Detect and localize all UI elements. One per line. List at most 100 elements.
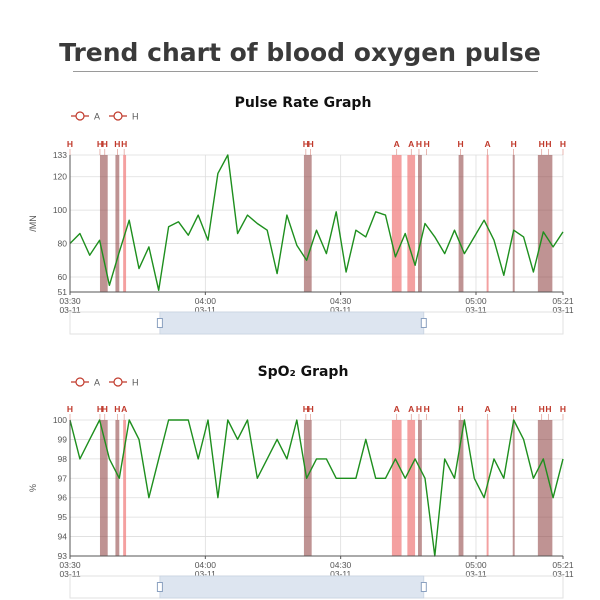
event-marker-h: H (97, 404, 103, 414)
event-marker-h: H (416, 404, 422, 414)
legend-item-h[interactable]: H (109, 111, 139, 122)
x-tick-date: 03-11 (465, 305, 486, 315)
legend-label: A (94, 112, 100, 122)
event-band-h (458, 420, 464, 556)
event-band-h (115, 155, 120, 292)
event-marker-a: A (485, 404, 491, 414)
event-marker-h: H (560, 404, 566, 414)
event-marker-h: H (545, 139, 551, 149)
event-marker-h: H (67, 404, 73, 414)
event-marker-h: H (97, 139, 103, 149)
x-tick-time: 04:00 (195, 560, 217, 570)
event-marker-h: H (303, 404, 309, 414)
y-axis-label: /MN (28, 215, 38, 232)
y-tick-label: 60 (58, 272, 68, 282)
event-band-h (115, 420, 120, 556)
x-tick-date: 03-11 (552, 569, 573, 579)
legend-marker (75, 111, 85, 121)
x-tick-time: 04:30 (330, 296, 352, 306)
y-tick-label: 51 (58, 287, 68, 297)
y-tick-label: 97 (58, 473, 68, 483)
page-title: Trend chart of blood oxygen pulse (59, 38, 541, 67)
event-marker-h: H (539, 139, 545, 149)
x-tick-time: 04:00 (195, 296, 217, 306)
event-marker-h: H (545, 404, 551, 414)
event-marker-h: H (121, 139, 127, 149)
zoom-slider-handle-right[interactable] (420, 318, 427, 328)
y-tick-label: 80 (58, 239, 68, 249)
event-band-a (123, 420, 127, 556)
event-band-h (99, 155, 108, 292)
legend-label: H (132, 378, 139, 388)
legend-label: A (94, 378, 100, 388)
event-band-h (303, 420, 312, 556)
event-band-a (486, 420, 489, 556)
x-tick-date: 03-11 (330, 305, 351, 315)
x-tick-date: 03-11 (195, 569, 216, 579)
event-marker-h: H (539, 404, 545, 414)
event-marker-h: H (560, 139, 566, 149)
x-tick-time: 03:30 (59, 560, 81, 570)
legend-marker (75, 377, 85, 387)
legend-item-a[interactable]: A (71, 377, 100, 388)
event-band-h (512, 155, 515, 292)
x-tick-date: 03-11 (552, 305, 573, 315)
series-line (69, 419, 564, 557)
event-marker-h: H (457, 139, 463, 149)
y-tick-label: 93 (58, 551, 68, 561)
event-marker-a: A (408, 139, 414, 149)
event-band-h (99, 420, 108, 556)
y-axis-label: % (28, 484, 38, 492)
zoom-slider-handle-left[interactable] (156, 582, 163, 592)
event-band-h (303, 155, 312, 292)
zoom-slider-window[interactable] (159, 311, 425, 335)
event-band-h (458, 155, 464, 292)
event-marker-h: H (308, 404, 314, 414)
event-band-h (418, 155, 422, 292)
y-tick-label: 133 (53, 150, 67, 160)
event-marker-h: H (457, 404, 463, 414)
legend-item-a[interactable]: A (71, 111, 100, 122)
x-tick-time: 03:30 (59, 296, 81, 306)
legend-marker (113, 377, 123, 387)
x-tick-date: 03-11 (465, 569, 486, 579)
event-marker-h: H (114, 404, 120, 414)
event-band-h (537, 420, 553, 556)
zoom-slider-handle-left[interactable] (156, 318, 163, 328)
event-marker-h: H (303, 139, 309, 149)
y-tick-label: 94 (58, 532, 68, 542)
event-marker-h: H (416, 139, 422, 149)
x-tick-time: 05:21 (552, 296, 574, 306)
event-band-a (391, 155, 402, 292)
event-marker-h: H (102, 404, 108, 414)
event-band-a (123, 155, 127, 292)
event-band-h (418, 420, 422, 556)
x-tick-time: 04:30 (330, 560, 352, 570)
x-tick-date: 03-11 (59, 569, 80, 579)
y-tick-label: 120 (53, 172, 67, 182)
x-tick-date: 03-11 (195, 305, 216, 315)
x-tick-time: 05:21 (552, 560, 574, 570)
event-marker-a: A (485, 139, 491, 149)
chart-title: SpO₂ Graph (258, 364, 349, 380)
chart-title: Pulse Rate Graph (235, 95, 372, 111)
legend-item-h[interactable]: H (109, 377, 139, 388)
y-tick-label: 100 (53, 205, 67, 215)
y-tick-label: 99 (58, 434, 68, 444)
event-band-a (391, 420, 402, 556)
event-band-a (407, 420, 416, 556)
series-line (69, 154, 564, 292)
event-band-h (537, 155, 553, 292)
event-marker-h: H (424, 404, 430, 414)
y-tick-label: 95 (58, 512, 68, 522)
title-divider (73, 71, 538, 72)
y-tick-label: 96 (58, 493, 68, 503)
zoom-slider-window[interactable] (159, 575, 425, 599)
x-tick-date: 03-11 (59, 305, 80, 315)
event-marker-h: H (424, 139, 430, 149)
zoom-slider-handle-right[interactable] (420, 582, 427, 592)
y-tick-label: 98 (58, 454, 68, 464)
event-marker-a: A (408, 404, 414, 414)
